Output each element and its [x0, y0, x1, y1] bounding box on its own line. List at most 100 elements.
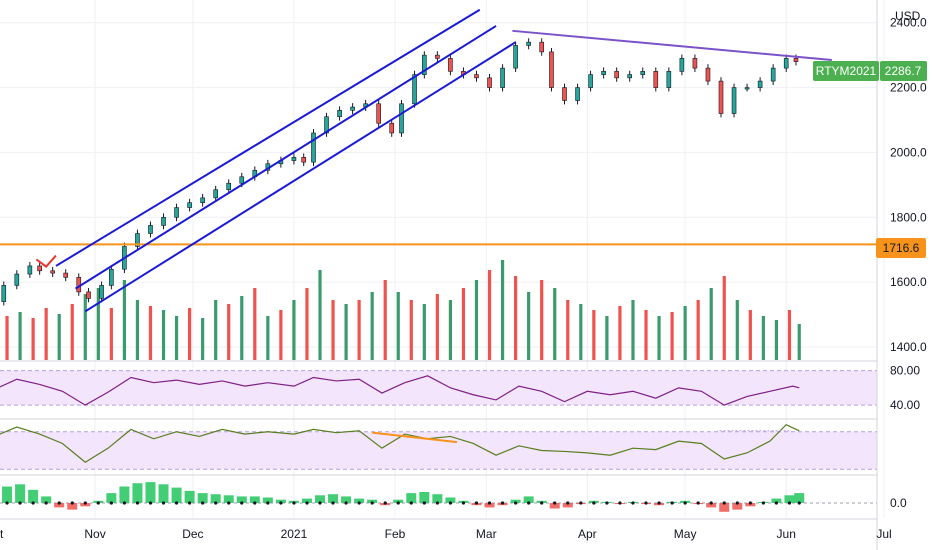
candle-body — [301, 156, 307, 163]
macd-signal-dot — [461, 501, 466, 505]
macd-histogram-bar — [367, 499, 378, 503]
candle-body — [350, 106, 355, 111]
volume-bar — [722, 276, 726, 360]
volume-bar — [266, 316, 270, 360]
macd-signal-dot — [253, 501, 257, 505]
candle-body — [526, 41, 531, 46]
macd-signal-dot — [135, 501, 140, 505]
volume-bar — [44, 308, 48, 360]
volume-bar — [644, 310, 648, 360]
candle-body — [412, 74, 417, 105]
candle-body — [614, 71, 619, 79]
candle-body — [86, 291, 91, 299]
macd-histogram-bar — [510, 499, 521, 503]
candle-body — [50, 270, 55, 274]
price-tick-label: 1600.0 — [890, 275, 927, 289]
price-tick-label: 2000.0 — [890, 145, 927, 159]
volume-bar — [148, 306, 153, 360]
volume-bar — [383, 280, 387, 360]
candle-body — [627, 74, 633, 79]
candle-body — [148, 225, 153, 234]
volume-bar — [305, 288, 309, 360]
candle-body — [757, 80, 763, 88]
volume-bar — [670, 312, 674, 360]
volume-bar — [774, 320, 779, 360]
macd-signal-dot — [474, 501, 479, 505]
volume-bar — [31, 318, 35, 360]
candle-body — [679, 58, 685, 72]
time-tick-label: 2021 — [281, 527, 308, 541]
macd-histogram-bar — [523, 496, 534, 503]
macd-signal-dot — [553, 501, 557, 505]
price-tick-label: 1400.0 — [890, 340, 927, 354]
resistance-trendline — [512, 29, 832, 61]
volume-bar — [292, 300, 296, 360]
volume-bar — [461, 288, 466, 360]
macd-histogram-bar — [249, 496, 260, 503]
macd-signal-dot — [797, 501, 801, 505]
macd-histogram-bar — [171, 487, 182, 503]
macd-signal-dot — [5, 501, 9, 505]
macd-histogram-bar — [158, 484, 169, 503]
macd-histogram-bar — [2, 486, 13, 503]
macd-signal-dot — [44, 501, 48, 505]
volume-bar — [696, 300, 700, 360]
macd-signal-dot — [696, 501, 700, 505]
candle-body — [588, 74, 593, 88]
macd-histogram-bar — [275, 499, 286, 503]
candle-body — [731, 87, 737, 114]
macd-tick-label: 0.0 — [890, 496, 907, 510]
level-price-badge[interactable]: 1716.6 — [876, 238, 926, 258]
macd-signal-dot — [396, 501, 400, 505]
candle-body — [109, 268, 114, 286]
volume-bar — [709, 288, 713, 360]
channel-line — [74, 25, 497, 290]
time-tick-label: Jul — [876, 527, 891, 541]
macd-histogram-bar — [80, 503, 91, 507]
candle-body — [666, 71, 672, 88]
volume-bar — [735, 300, 739, 360]
volume-bar — [188, 308, 192, 360]
candle-body — [601, 71, 606, 75]
macd-signal-dot — [57, 501, 61, 505]
macd-histogram-bar — [432, 494, 443, 503]
macd-histogram-bar — [145, 482, 156, 503]
volume-bar — [161, 310, 166, 360]
candle-body — [692, 58, 698, 69]
macd-signal-dot — [435, 501, 439, 505]
volume-bar — [5, 316, 9, 360]
macd-histogram-bar — [719, 503, 730, 512]
macd-histogram-bar — [419, 492, 430, 503]
macd-signal-dot — [735, 501, 739, 505]
volume-bar — [135, 300, 140, 360]
macd-signal-dot — [201, 501, 205, 505]
volume-bar — [657, 316, 661, 360]
macd-signal-dot — [527, 501, 531, 505]
macd-signal-dot — [748, 501, 752, 505]
macd-histogram-bar — [301, 498, 312, 503]
macd-signal-dot — [188, 501, 192, 505]
macd-signal-dot — [357, 501, 361, 505]
volume-bar — [57, 314, 61, 360]
level-badge-bg — [876, 238, 926, 258]
candle-body — [135, 233, 140, 247]
volume-bar — [514, 276, 518, 360]
candle-body — [27, 265, 33, 275]
macd-histogram-bar — [706, 503, 717, 508]
volume-bar — [618, 306, 622, 360]
volume-bar — [18, 312, 22, 360]
candle-body — [376, 103, 381, 124]
divergence-line — [372, 431, 458, 444]
macd-signal-dot — [318, 501, 322, 505]
macd-histogram-bar — [549, 503, 560, 509]
volume-bar — [579, 304, 583, 360]
volume-bar — [787, 310, 792, 360]
macd-signal-dot — [644, 501, 648, 505]
symbol-badge-bg — [813, 61, 879, 81]
macd-histogram-bar — [354, 498, 365, 503]
symbol-price-badge[interactable]: RTYM2021 2286.7 — [813, 61, 927, 81]
macd-histogram-bar — [315, 495, 326, 503]
macd-signal-dot — [670, 501, 674, 505]
volume-bar — [396, 292, 400, 360]
